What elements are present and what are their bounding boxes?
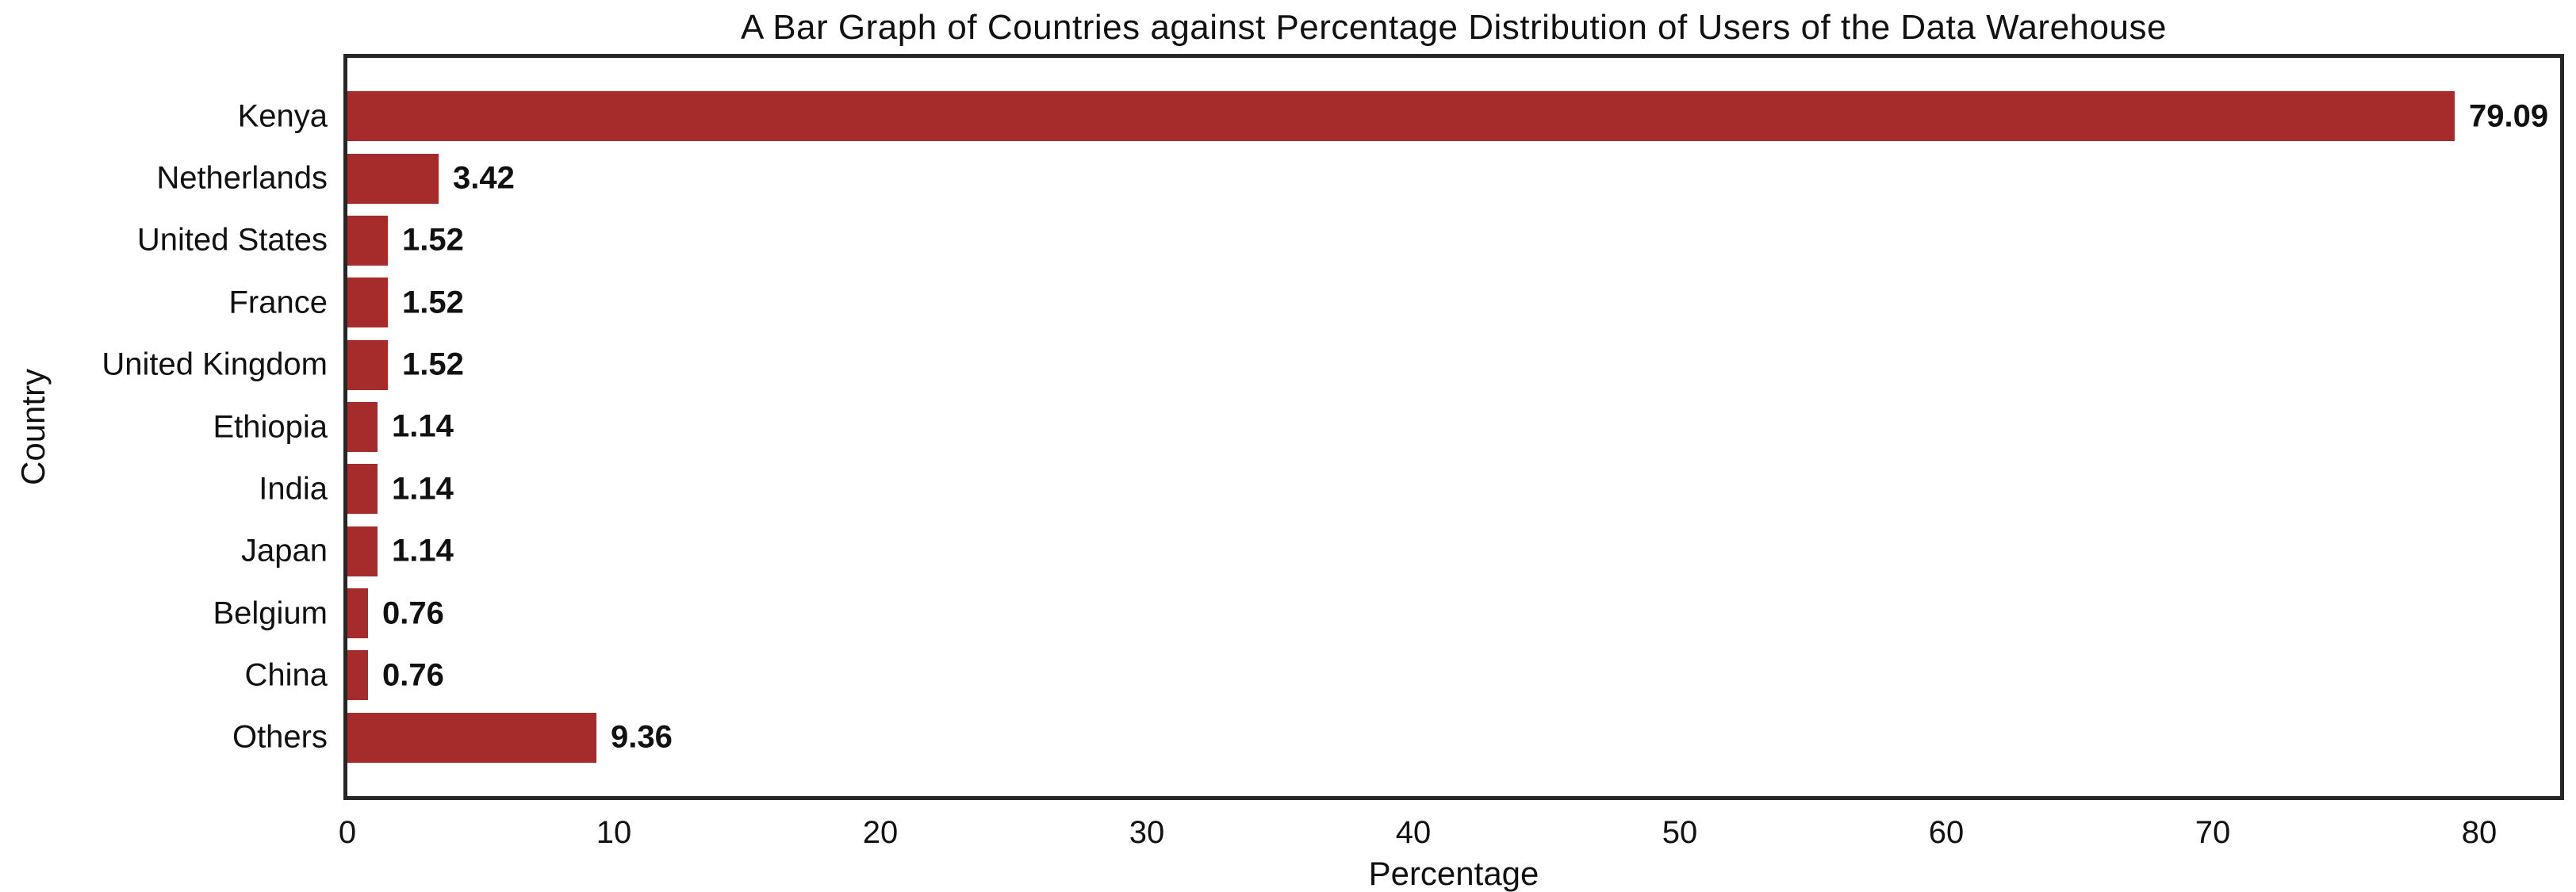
bar: [347, 713, 596, 763]
bar-value-label: 1.52: [402, 285, 464, 320]
bar-value-label: 79.09: [2469, 98, 2549, 134]
plot-area: 79.09 3.42 1.52 1.52 1.52 1.14 1.14 1.14 0.76 0.7…: [343, 54, 2564, 800]
x-tick-label: 30: [1129, 815, 1165, 850]
bars-container: 79.09 3.42 1.52 1.52 1.52 1.14 1.14 1.14 0.76 0.7…: [347, 58, 2560, 796]
x-axis-label: Percentage: [1368, 855, 1539, 892]
bar-value-label: 1.14: [392, 471, 454, 507]
x-tick-label: 70: [2195, 815, 2231, 850]
bar: [347, 588, 368, 638]
y-tick-label: Ethiopia: [213, 409, 328, 445]
bar-value-label: 1.52: [402, 222, 464, 258]
bar: [347, 91, 2455, 141]
bar-value-label: 1.52: [402, 346, 464, 382]
bar: [347, 526, 378, 576]
bar-value-label: 0.76: [382, 595, 444, 631]
bar: [347, 154, 439, 204]
y-tick-label: France: [228, 285, 328, 320]
bar-value-label: 1.14: [392, 533, 454, 569]
y-tick-label: Belgium: [213, 595, 328, 631]
y-tick-label: India: [259, 471, 328, 507]
y-tick-label: Japan: [241, 533, 328, 569]
y-tick-label: Kenya: [237, 98, 328, 134]
chart-title: A Bar Graph of Countries against Percent…: [741, 8, 2167, 47]
x-tick-label: 50: [1662, 815, 1698, 850]
bar-value-label: 3.42: [453, 160, 515, 196]
y-tick-label: United States: [136, 222, 328, 258]
y-tick-label: United Kingdom: [102, 346, 328, 382]
bar: [347, 278, 388, 327]
bar-value-label: 9.36: [611, 719, 673, 755]
y-axis-label: Country: [14, 368, 52, 486]
bar-value-label: 0.76: [382, 657, 444, 693]
x-tick-label: 80: [2461, 815, 2497, 850]
bar: [347, 650, 368, 700]
x-tick-label: 10: [596, 815, 632, 850]
bar: [347, 216, 388, 266]
x-tick-label: 0: [338, 815, 357, 850]
y-tick-label: Netherlands: [156, 160, 328, 196]
x-tick-label: 20: [862, 815, 899, 850]
bar: [347, 402, 378, 452]
y-tick-label: Others: [232, 719, 328, 755]
bar-value-label: 1.14: [392, 408, 454, 444]
x-tick-label: 40: [1395, 815, 1432, 850]
bar: [347, 340, 388, 390]
bar: [347, 464, 378, 514]
y-tick-label: China: [244, 657, 328, 693]
x-tick-label: 60: [1928, 815, 1965, 850]
